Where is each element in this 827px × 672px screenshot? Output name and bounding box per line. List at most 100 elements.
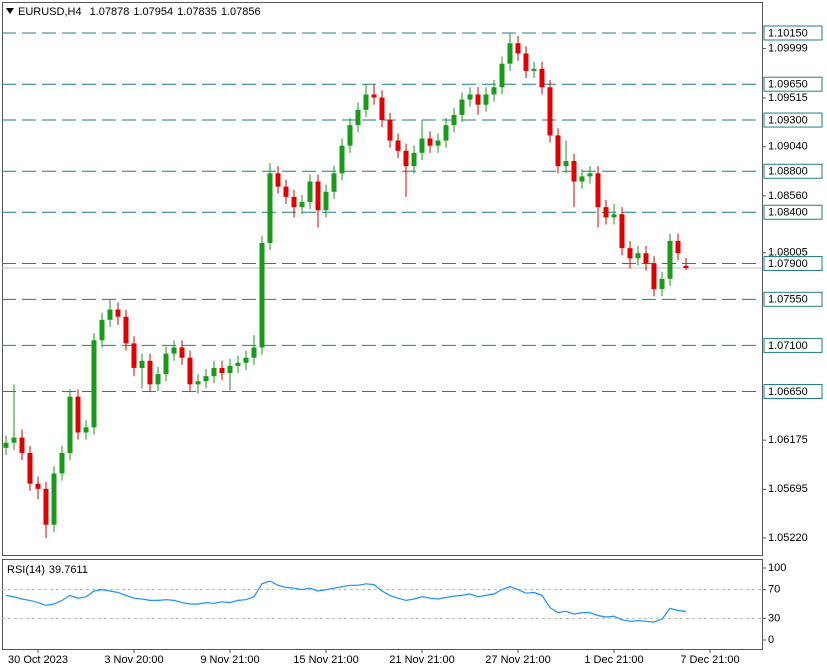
y-tick-label: 1.06175 xyxy=(768,434,808,446)
level-label-box xyxy=(763,204,823,220)
candle-body xyxy=(19,437,25,453)
candle-body xyxy=(155,374,161,385)
ohlc-close: 1.07856 xyxy=(221,6,261,18)
candle-body xyxy=(515,43,521,54)
candle-body xyxy=(283,186,289,197)
candle-body xyxy=(467,94,473,100)
symbol-header: EURUSD,H4 1.07878 1.07954 1.07835 1.07856 xyxy=(18,6,261,18)
rsi-header: RSI(14) 39.7611 xyxy=(7,564,88,576)
candle-body xyxy=(67,396,73,453)
candle-body xyxy=(251,347,257,358)
y-tick-label: 1.08005 xyxy=(768,247,808,259)
candle-body xyxy=(75,396,81,433)
candle-body xyxy=(451,114,457,126)
y-tick-label: 30 xyxy=(768,612,780,624)
candle-body xyxy=(387,120,393,141)
candle-body xyxy=(227,365,233,374)
candle-body xyxy=(139,360,145,368)
candle-body xyxy=(555,135,561,167)
y-tick-label: 70 xyxy=(768,584,780,596)
y-tick-label: 1.09040 xyxy=(768,141,808,153)
candle-body xyxy=(347,125,353,146)
y-tick-label: 100 xyxy=(768,562,786,574)
candle-body xyxy=(427,138,433,146)
y-tick-label: 1.05220 xyxy=(768,532,808,544)
symbol-menu-arrow[interactable] xyxy=(6,8,14,14)
ohlc-open: 1.07878 xyxy=(90,6,130,18)
candle-body xyxy=(147,360,153,385)
ohlc-high: 1.07954 xyxy=(133,6,173,18)
candle-body xyxy=(539,68,545,88)
main-frame xyxy=(2,2,763,556)
level-label-box xyxy=(763,163,823,179)
candle-body xyxy=(459,99,465,115)
candle-body xyxy=(579,176,585,182)
candle-body xyxy=(635,253,641,259)
candle-body xyxy=(379,97,385,121)
candle-body xyxy=(11,437,17,443)
candle-body xyxy=(627,248,633,259)
candle-body xyxy=(547,87,553,136)
candle-body xyxy=(51,473,57,525)
candle-body xyxy=(603,207,609,218)
candle-body xyxy=(91,340,97,428)
candle-body xyxy=(587,173,593,177)
candle-body xyxy=(275,173,281,187)
candle-body xyxy=(123,316,129,344)
candle-body xyxy=(299,202,305,208)
candle-body xyxy=(315,181,321,211)
candle-body xyxy=(171,347,177,354)
y-tick-label: 0 xyxy=(768,634,774,646)
level-label-box xyxy=(763,291,823,307)
candle-body xyxy=(475,94,481,105)
x-tick-label: 15 Nov 21:00 xyxy=(293,654,358,666)
level-label-box xyxy=(763,25,823,41)
candle-body xyxy=(267,173,273,243)
candle-body xyxy=(507,43,513,64)
candle-body xyxy=(675,240,681,254)
candle-body xyxy=(83,427,89,433)
candle-body xyxy=(243,357,249,363)
candle-body xyxy=(3,442,9,448)
level-label: 1.09650 xyxy=(768,79,808,91)
candle-body xyxy=(219,367,225,374)
level-label: 1.06650 xyxy=(768,386,808,398)
candle-body xyxy=(339,145,345,174)
candle-body xyxy=(187,357,193,385)
candle-body xyxy=(371,94,377,98)
candle-body xyxy=(611,214,617,218)
level-label: 1.09300 xyxy=(768,114,808,126)
x-tick-label: 27 Nov 21:00 xyxy=(485,654,550,666)
candle-body xyxy=(291,196,297,208)
candle-body xyxy=(411,152,417,167)
candle-body xyxy=(259,242,265,348)
candle-body xyxy=(323,191,329,211)
rsi-title: RSI(14) xyxy=(7,564,45,576)
candle-body xyxy=(115,309,121,317)
candle-body xyxy=(363,94,369,110)
candle-body xyxy=(131,343,137,368)
x-tick-label: 21 Nov 21:00 xyxy=(389,654,454,666)
x-tick-label: 3 Nov 20:00 xyxy=(104,654,163,666)
candle-body xyxy=(667,240,673,279)
level-label-box xyxy=(763,337,823,353)
candle-body xyxy=(35,483,41,489)
candle-body xyxy=(59,452,65,474)
level-label: 1.07550 xyxy=(768,294,808,306)
x-tick-label: 9 Nov 21:00 xyxy=(200,654,259,666)
symbol-title: EURUSD,H4 xyxy=(18,6,82,18)
candle-body xyxy=(27,452,33,484)
level-label: 1.07900 xyxy=(768,258,808,270)
level-label-box xyxy=(763,255,823,271)
candle-body xyxy=(443,125,449,141)
candle-body xyxy=(307,181,313,203)
level-label: 1.07100 xyxy=(768,340,808,352)
candle-body xyxy=(203,376,209,382)
candle-body xyxy=(331,173,337,192)
ohlc-low: 1.07835 xyxy=(177,6,217,18)
candle-body xyxy=(355,109,361,126)
candle-body xyxy=(563,161,569,167)
candle-body xyxy=(571,161,577,182)
candle-body xyxy=(531,68,537,71)
candle-body xyxy=(595,173,601,208)
